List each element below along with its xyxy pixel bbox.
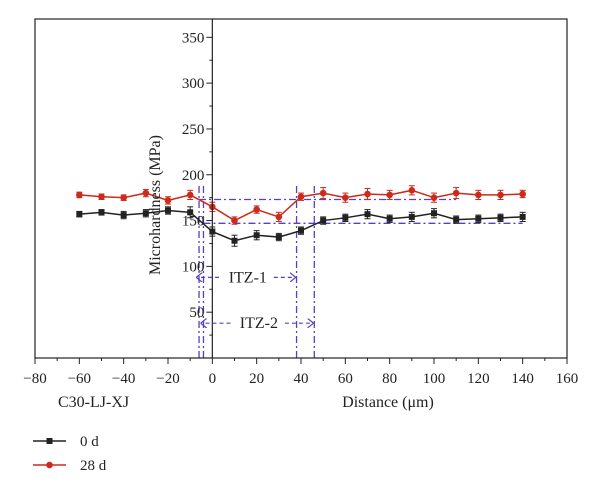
annotation-label: ITZ-2 — [240, 315, 278, 332]
data-point — [519, 190, 526, 198]
x-tick-label: −80 — [23, 371, 46, 387]
data-point — [76, 191, 83, 199]
data-point — [475, 191, 482, 199]
data-point — [497, 191, 504, 199]
data-point — [431, 210, 437, 217]
data-point — [453, 216, 460, 223]
data-point — [408, 213, 415, 220]
specimen-label: C30-LJ-XJ — [58, 394, 129, 411]
data-point — [519, 213, 526, 220]
data-point — [320, 217, 327, 224]
x-axis-title: Distance (μm) — [342, 394, 434, 411]
legend-marker — [46, 438, 53, 444]
data-point — [297, 193, 305, 201]
y-tick-label: 150 — [182, 214, 205, 230]
data-point — [98, 193, 105, 201]
data-point — [142, 210, 149, 217]
reference-lines — [198, 183, 523, 358]
x-tick-label: 0 — [209, 371, 217, 387]
series-group — [76, 185, 526, 247]
x-tick-label: 20 — [249, 371, 264, 387]
y-tick-label: 100 — [182, 259, 205, 275]
annotations: ITZ-1 ITZ-2 — [201, 269, 312, 332]
data-point — [364, 211, 371, 218]
legend-label: 28 d — [80, 458, 107, 474]
annotation-label: ITZ-1 — [229, 269, 267, 286]
axes: −80 −60 −40 −20 0 20 40 60 80 100 120 140 160 50 100 15… — [23, 18, 579, 411]
x-tick-label: 40 — [294, 371, 309, 387]
x-tick-label: 160 — [556, 371, 579, 387]
data-point — [275, 213, 283, 221]
data-point — [364, 190, 371, 198]
data-point — [120, 194, 127, 201]
x-tick-label: −60 — [68, 371, 91, 387]
y-tick-label: 50 — [189, 305, 204, 321]
data-point — [120, 212, 127, 219]
data-point — [386, 215, 393, 222]
data-point — [253, 232, 260, 239]
data-point — [164, 197, 172, 204]
x-tick-label: 100 — [423, 371, 446, 387]
data-point — [386, 191, 393, 199]
data-point — [319, 189, 327, 197]
data-point — [342, 214, 349, 221]
x-tick-label: 80 — [382, 371, 397, 387]
data-point — [165, 207, 171, 214]
data-point — [475, 215, 482, 222]
data-point — [253, 206, 260, 213]
x-tick-label: −40 — [112, 371, 135, 387]
y-tick-label: 200 — [182, 168, 205, 184]
x-tick-label: 120 — [467, 371, 490, 387]
data-point — [231, 217, 238, 224]
data-point — [76, 211, 83, 218]
x-tick-label: −20 — [156, 371, 179, 387]
legend-marker — [46, 461, 53, 469]
x-tick-label: 60 — [338, 371, 353, 387]
data-point — [98, 209, 105, 216]
legend: 0 d 28 d — [33, 434, 107, 474]
y-tick-label: 350 — [182, 30, 205, 46]
data-point — [275, 234, 282, 241]
data-point — [497, 214, 504, 221]
data-point — [430, 194, 438, 201]
data-point — [342, 194, 349, 201]
y-tick-label: 250 — [182, 122, 205, 138]
data-point — [187, 209, 194, 216]
data-point — [452, 189, 460, 197]
y-tick-label: 300 — [182, 76, 205, 92]
data-point — [298, 227, 304, 234]
legend-label: 0 d — [80, 434, 99, 450]
data-point — [408, 187, 416, 194]
data-point — [231, 237, 238, 244]
x-tick-label: 140 — [511, 371, 534, 387]
data-point — [186, 191, 194, 199]
y-axis-title: Microhardness (MPa) — [147, 135, 164, 275]
plot-frame — [34, 18, 568, 359]
data-point — [142, 189, 150, 197]
